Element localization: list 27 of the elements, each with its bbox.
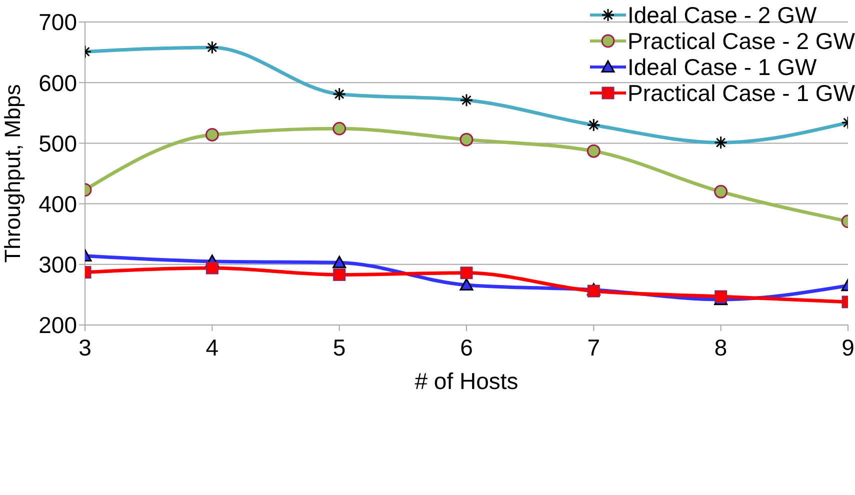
y-tick-label: 600 [38, 70, 77, 96]
x-tick-label: 8 [714, 334, 728, 360]
legend-label: Ideal Case - 1 GW [628, 54, 817, 80]
x-tick-label: 9 [842, 334, 854, 360]
point [586, 144, 600, 158]
y-tick-label: 700 [38, 9, 77, 36]
point [460, 278, 474, 291]
y-tick-label: 500 [38, 130, 77, 156]
legend-label: Ideal Case - 2 GW [628, 2, 817, 28]
legend-label: Practical Case - 2 GW [628, 28, 855, 54]
point [460, 132, 474, 146]
y-axis-title: Throughput, Mbps [0, 84, 25, 263]
x-tick-label: 3 [78, 334, 92, 360]
x-tick-label: 6 [460, 334, 473, 360]
x-tick-label: 4 [206, 334, 219, 360]
point [332, 122, 346, 136]
point [332, 256, 346, 268]
y-tick-label: 300 [38, 252, 77, 278]
legend-label: Practical Case - 1 GW [628, 80, 855, 106]
x-tick-label: 7 [587, 334, 600, 360]
point [460, 266, 473, 280]
y-tick-label: 400 [38, 190, 77, 217]
point [333, 268, 346, 281]
x-tick-label: 5 [332, 334, 346, 360]
y-tick-label: 200 [38, 312, 77, 338]
x-axis-title: # of Hosts [414, 368, 518, 394]
point [587, 284, 600, 298]
